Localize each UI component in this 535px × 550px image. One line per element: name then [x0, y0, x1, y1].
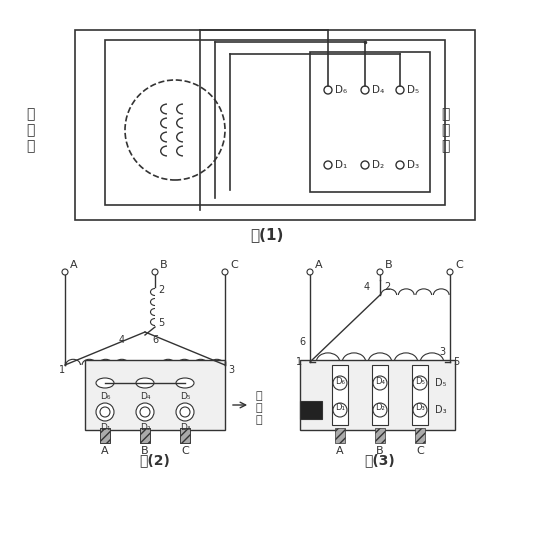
Ellipse shape [136, 378, 154, 388]
Bar [75, 30, 475, 220]
Text: D₅: D₅ [435, 378, 446, 388]
Text: 图(1): 图(1) [250, 228, 284, 243]
Text: D₅: D₅ [407, 85, 419, 95]
Text: C: C [455, 260, 463, 270]
Text: D₆: D₆ [100, 392, 110, 401]
Text: 6: 6 [152, 335, 158, 345]
Text: D₄: D₄ [375, 377, 385, 386]
Text: B: B [141, 446, 149, 456]
Bar [300, 401, 322, 419]
Text: 1: 1 [59, 365, 65, 375]
Text: B: B [385, 260, 393, 270]
Bar [310, 52, 430, 192]
Text: 3: 3 [228, 365, 234, 375]
Circle shape [373, 403, 387, 417]
Circle shape [413, 376, 427, 390]
Text: D₃: D₃ [407, 160, 419, 170]
Text: D₅: D₅ [415, 377, 425, 386]
Text: 图(2): 图(2) [140, 453, 171, 467]
Text: A: A [70, 260, 78, 270]
Text: D₆: D₆ [335, 85, 347, 95]
Circle shape [176, 403, 194, 421]
Text: C: C [416, 446, 424, 456]
Text: 2: 2 [384, 282, 390, 292]
Text: D₃: D₃ [435, 405, 447, 415]
Text: 5: 5 [453, 357, 459, 367]
Bar [415, 428, 425, 443]
Text: D₂: D₂ [372, 160, 384, 170]
Text: D₁: D₁ [335, 404, 345, 412]
Bar [140, 428, 150, 443]
Bar [372, 365, 388, 425]
Text: 电
动
机: 电 动 机 [26, 107, 34, 153]
Bar [375, 428, 385, 443]
Text: D₂: D₂ [375, 404, 385, 412]
Circle shape [413, 403, 427, 417]
Text: 4: 4 [119, 335, 125, 345]
Circle shape [373, 376, 387, 390]
Bar [105, 40, 445, 205]
Text: 6: 6 [299, 337, 305, 347]
Bar [332, 365, 348, 425]
Text: D₄: D₄ [372, 85, 384, 95]
Text: 5: 5 [158, 318, 164, 328]
Text: B: B [376, 446, 384, 456]
Text: B: B [160, 260, 167, 270]
Bar [180, 428, 190, 443]
Ellipse shape [96, 378, 114, 388]
Text: 接
线
板: 接 线 板 [255, 392, 262, 425]
Bar [85, 360, 225, 430]
Circle shape [333, 403, 347, 417]
Text: C: C [181, 446, 189, 456]
Bar [100, 428, 110, 443]
Text: A: A [336, 446, 344, 456]
Text: D₁: D₁ [335, 160, 347, 170]
Bar [180, 428, 190, 443]
Ellipse shape [176, 378, 194, 388]
Text: A: A [101, 446, 109, 456]
Circle shape [96, 403, 114, 421]
Bar [300, 360, 455, 430]
Bar [100, 428, 110, 443]
Bar [412, 365, 428, 425]
Bar [140, 428, 150, 443]
Text: 接
线
板: 接 线 板 [441, 107, 449, 153]
Text: 3: 3 [439, 347, 445, 357]
Text: D₂: D₂ [140, 423, 150, 432]
Text: C: C [230, 260, 238, 270]
Text: D₅: D₅ [180, 392, 190, 401]
Circle shape [136, 403, 154, 421]
Text: 2: 2 [158, 285, 164, 295]
Text: D₃: D₃ [415, 404, 425, 412]
Bar [335, 428, 345, 443]
Text: A: A [315, 260, 323, 270]
Text: 4: 4 [364, 282, 370, 292]
Text: D₁: D₁ [100, 423, 110, 432]
Text: D₃: D₃ [180, 423, 190, 432]
Text: D₆: D₆ [335, 377, 345, 386]
Text: D₄: D₄ [140, 392, 150, 401]
Text: 1: 1 [296, 357, 302, 367]
Text: 图(3): 图(3) [365, 453, 395, 467]
Circle shape [333, 376, 347, 390]
